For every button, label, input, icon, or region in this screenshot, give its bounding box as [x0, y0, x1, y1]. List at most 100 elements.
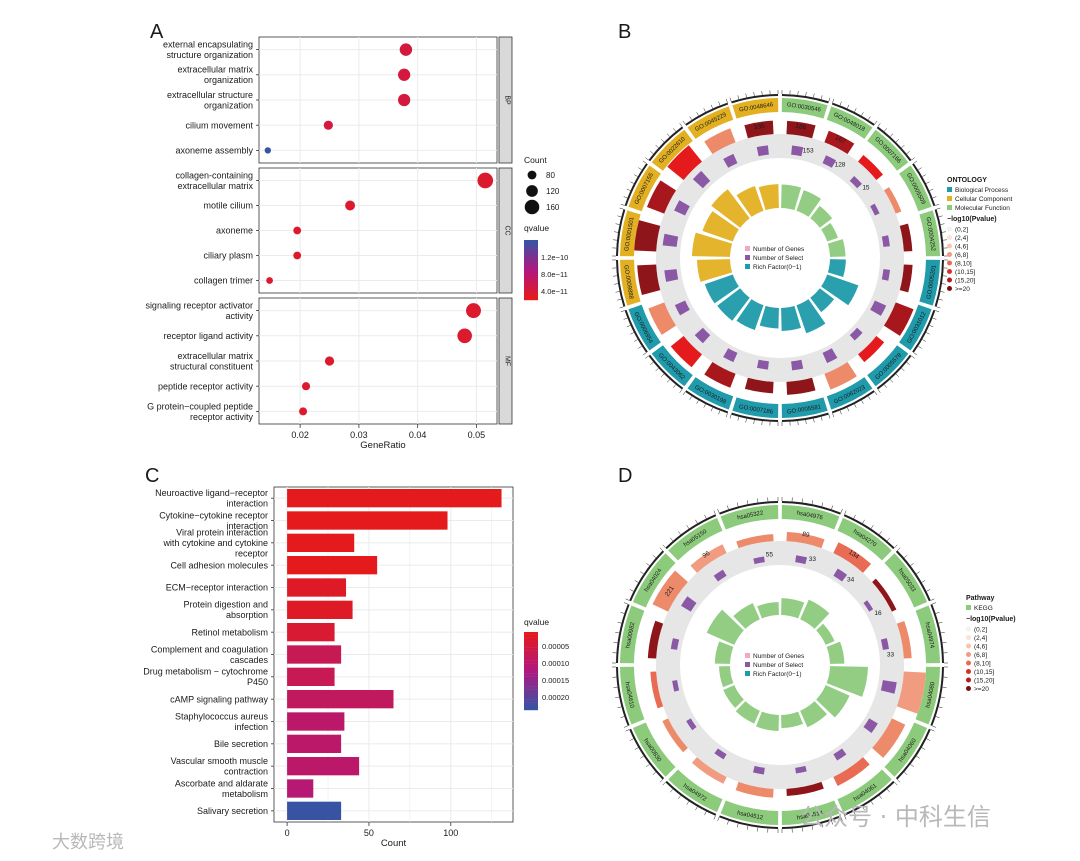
term-sector	[668, 769, 723, 813]
tick-mark	[935, 203, 940, 206]
colorbar-label: 8.0e−11	[541, 270, 568, 279]
term-sector	[884, 722, 928, 777]
tick-ring-arc	[912, 309, 936, 353]
term-sector	[915, 605, 940, 664]
select-count-label: 33	[809, 556, 817, 563]
gene-count-bar	[833, 757, 870, 786]
select-count-bar	[870, 203, 880, 216]
tick-mark	[942, 686, 947, 688]
term-label: hsa04512	[736, 811, 764, 822]
tick-mark	[615, 291, 620, 293]
colorbar-segment	[524, 296, 538, 299]
term-sector	[687, 377, 734, 410]
y-tick-label: Staphylococcus aureus	[175, 711, 269, 721]
tick-mark	[940, 223, 945, 225]
colorbar-segment	[524, 694, 538, 698]
center-legend-label: Number of Genes	[753, 246, 805, 253]
select-count-bar	[713, 569, 727, 582]
gene-count-bar	[896, 671, 926, 714]
select-count-label: 33	[887, 651, 895, 658]
select-count-bar	[662, 233, 679, 247]
tick-mark	[695, 806, 698, 811]
tick-mark	[932, 196, 937, 199]
legend-label: Cellular Component	[955, 196, 1013, 203]
colorbar-segment	[524, 282, 538, 285]
center-legend-label: Number of Genes	[753, 653, 805, 660]
term-sector	[826, 106, 873, 139]
tick-mark	[659, 547, 663, 551]
tick-ring-arc	[685, 390, 729, 414]
y-tick-label: P450	[247, 677, 268, 687]
tick-mark	[940, 631, 945, 634]
colorbar-segment	[524, 250, 538, 253]
tick-mark	[911, 157, 915, 161]
center-legend-label: Rich Factor(0−1)	[753, 264, 802, 271]
term-sector	[915, 666, 940, 725]
colorbar-segment	[524, 699, 538, 703]
tick-mark	[901, 144, 905, 148]
tick-mark	[884, 128, 887, 132]
tick-mark	[696, 400, 699, 404]
rich-factor-sector	[826, 666, 868, 697]
tick-mark	[646, 764, 650, 767]
term-sector	[687, 106, 734, 139]
bar	[287, 511, 448, 530]
gene-count-bar	[824, 361, 857, 390]
select-count-bar	[880, 680, 897, 694]
tick-mark	[936, 306, 941, 309]
colorbar-segment	[524, 642, 538, 646]
bar	[287, 489, 502, 508]
tick-mark	[820, 95, 823, 100]
tick-mark	[801, 498, 803, 503]
colorbar-segment	[524, 284, 538, 287]
rich-factor-sector	[723, 685, 744, 708]
rich-factor-sector	[719, 666, 734, 688]
legend-pvalue-label: (2,4]	[955, 235, 968, 242]
select-count-label: 153	[803, 148, 814, 155]
colorbar-segment	[524, 280, 538, 283]
tick-mark	[854, 404, 857, 408]
dot-point	[398, 93, 411, 107]
tick-mark	[847, 407, 850, 412]
tick-mark	[655, 144, 659, 148]
rich-factor-sector	[757, 602, 779, 619]
facet-strip-label: BP	[504, 95, 511, 105]
tick-ring-arc	[648, 126, 684, 162]
tick-mark	[847, 104, 850, 109]
tick-mark	[932, 317, 937, 320]
legend-pvalue-dot	[947, 286, 952, 291]
term-sector	[651, 129, 693, 171]
rich-factor-sector	[759, 305, 779, 329]
dot-point	[264, 147, 271, 154]
gene-count-bar	[634, 220, 661, 252]
gene-count-bar	[858, 336, 885, 363]
tick-mark	[901, 368, 905, 372]
term-label: GO:0005201	[926, 264, 937, 300]
tick-ring-arc	[831, 390, 875, 414]
facet-strip	[498, 36, 513, 164]
tick-mark	[941, 283, 946, 285]
tick-mark	[886, 537, 890, 542]
tick-mark	[821, 823, 824, 828]
term-sector	[620, 605, 645, 664]
select-count-bar	[753, 765, 765, 775]
y-tick-label: Salivary secretion	[197, 806, 268, 816]
legend-pvalue-dot	[966, 686, 971, 691]
rich-factor-sector	[756, 711, 779, 731]
tick-mark	[753, 419, 755, 424]
tick-mark	[805, 92, 807, 97]
select-count-bar	[822, 348, 838, 364]
tick-mark	[634, 174, 638, 177]
tick-mark	[613, 642, 618, 644]
tick-mark	[614, 283, 619, 285]
colorbar-segment	[524, 684, 538, 687]
tick-mark	[853, 811, 856, 816]
tick-mark	[903, 555, 908, 559]
dot-point	[323, 120, 333, 130]
center-legend-swatch	[745, 264, 750, 269]
rich-factor-sector	[704, 274, 739, 304]
legend-pvalue-dot	[966, 677, 971, 683]
gene-count-bar	[883, 302, 914, 336]
legend-swatch	[947, 196, 952, 201]
select-count-bar	[692, 170, 711, 189]
